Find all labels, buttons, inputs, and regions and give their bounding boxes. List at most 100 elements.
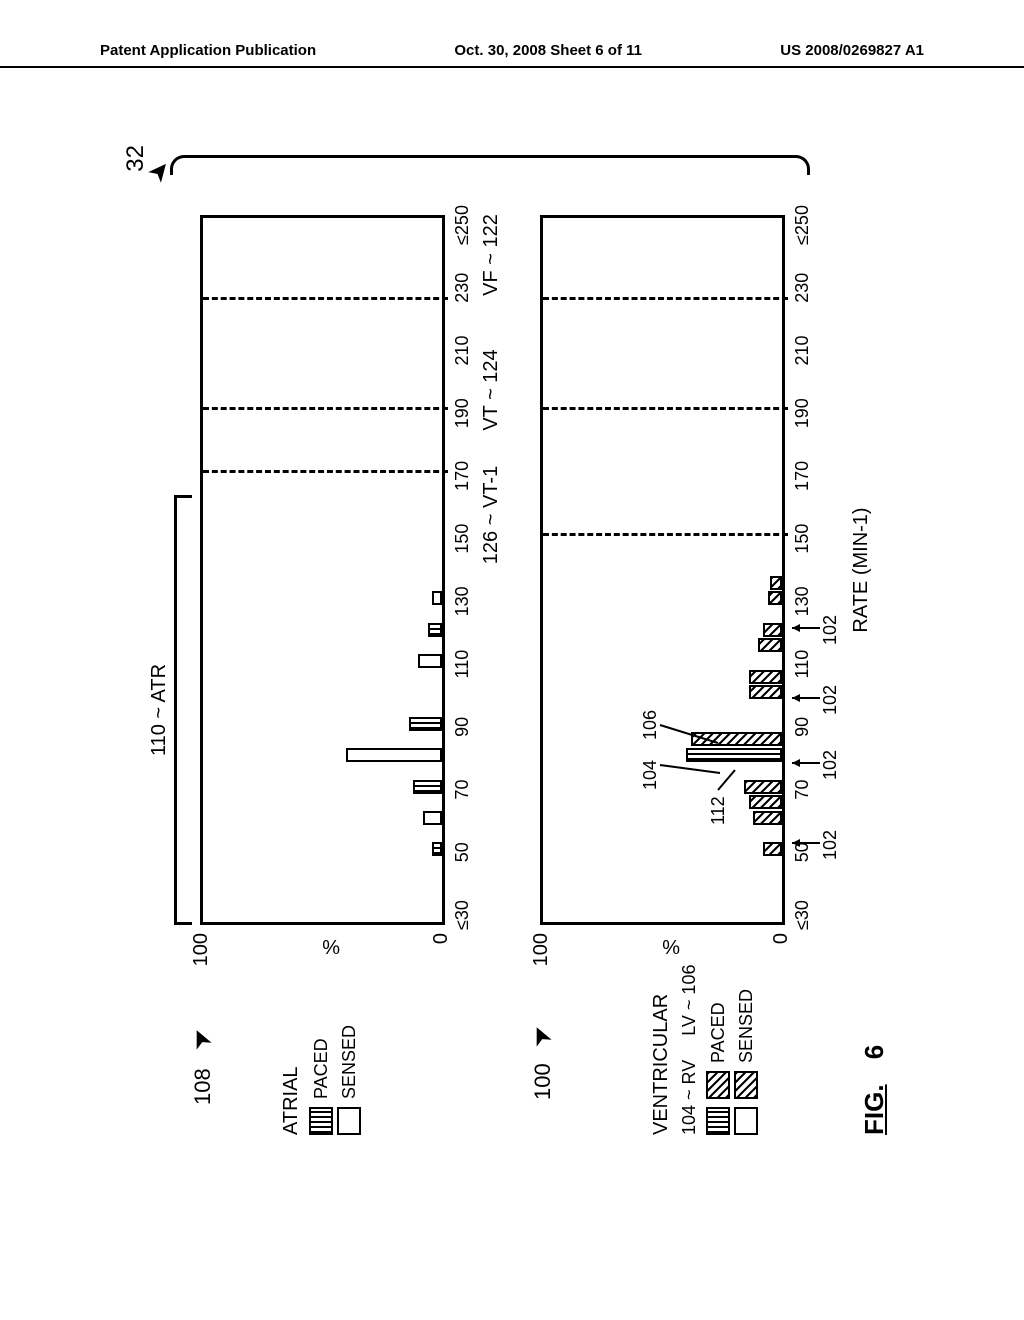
histogram-bar bbox=[428, 623, 442, 637]
callout-vt1: 126 ~ VT-1 bbox=[480, 466, 503, 564]
zone-divider bbox=[543, 533, 788, 536]
callout-rv: 104 ~ RV bbox=[679, 1060, 700, 1135]
ytick: 0 bbox=[770, 933, 793, 983]
header-right: US 2008/0269827 A1 bbox=[780, 42, 924, 59]
legend-ventricular: VENTRICULAR 104 ~ RV LV ~ 106 PACED SENS… bbox=[650, 965, 762, 1135]
xtick: 210 bbox=[452, 335, 473, 365]
callout-100: 100 bbox=[530, 1063, 556, 1100]
histogram-bar bbox=[763, 623, 782, 637]
xtick: ≤30 bbox=[792, 900, 813, 930]
xtick: 230 bbox=[452, 273, 473, 303]
legend-row: SENSED bbox=[734, 965, 758, 1135]
swatch-rv-sensed-icon bbox=[734, 1107, 758, 1135]
histogram-bar bbox=[423, 811, 442, 825]
legend-label: SENSED bbox=[339, 1025, 360, 1099]
histogram-bar bbox=[744, 780, 782, 794]
histogram-bar bbox=[758, 638, 782, 652]
zone-divider bbox=[203, 407, 448, 410]
xtick: ≤30 bbox=[452, 900, 473, 930]
swatch-rv-paced-icon bbox=[706, 1107, 730, 1135]
callout-108: 108 bbox=[190, 1068, 216, 1105]
swatch-lv-sensed-icon bbox=[734, 1071, 758, 1099]
callout-vf: VF ~ 122 bbox=[480, 214, 503, 296]
xtick: 230 bbox=[792, 273, 813, 303]
page-header: Patent Application Publication Oct. 30, … bbox=[0, 38, 1024, 68]
xtick: 110 bbox=[792, 650, 813, 679]
histogram-bar bbox=[432, 842, 442, 856]
xtick: 130 bbox=[792, 586, 813, 616]
callout-102: 102 bbox=[820, 830, 841, 860]
zone-divider bbox=[543, 297, 788, 300]
histogram-bar bbox=[770, 576, 782, 590]
xtick: 110 bbox=[452, 650, 473, 679]
callout-102: 102 bbox=[820, 750, 841, 780]
leader-line-icon bbox=[792, 693, 820, 703]
xtick: 90 bbox=[792, 717, 813, 737]
figure-label: FIG. 6 bbox=[859, 1045, 890, 1135]
figure-label-num: 6 bbox=[859, 1045, 889, 1059]
callout-lv: LV ~ 106 bbox=[679, 965, 700, 1036]
yaxis-label: % bbox=[322, 934, 340, 957]
zone-divider bbox=[543, 407, 788, 410]
atrial-histogram bbox=[200, 215, 445, 925]
legend-row: SENSED bbox=[337, 1025, 361, 1135]
xtick: 150 bbox=[792, 524, 813, 554]
legend-label: PACED bbox=[708, 1002, 729, 1063]
xtick: 70 bbox=[792, 780, 813, 800]
leader-line-icon bbox=[715, 760, 745, 790]
xtick: 170 bbox=[792, 461, 813, 491]
xtick: 150 bbox=[452, 524, 473, 554]
callout-112: 112 bbox=[708, 796, 729, 825]
leader-line-icon bbox=[792, 758, 820, 768]
histogram-bar bbox=[749, 795, 782, 809]
legend-rv-lv: 104 ~ RV LV ~ 106 bbox=[679, 965, 700, 1135]
callout-102: 102 bbox=[820, 615, 841, 645]
swatch-sensed-icon bbox=[337, 1107, 361, 1135]
ytick: 100 bbox=[530, 933, 553, 983]
legend-row: PACED bbox=[706, 965, 730, 1135]
xtick: 50 bbox=[452, 842, 473, 862]
xaxis-label: RATE (MIN-1) bbox=[850, 507, 873, 632]
xtick: 90 bbox=[452, 717, 473, 737]
swatch-lv-paced-icon bbox=[706, 1071, 730, 1099]
figure-label-prefix: FIG. bbox=[859, 1084, 889, 1135]
histogram-bar bbox=[346, 748, 442, 762]
xtick: 130 bbox=[452, 586, 473, 616]
brace-icon bbox=[170, 155, 810, 175]
yaxis-label: % bbox=[662, 934, 680, 957]
callout-102: 102 bbox=[820, 685, 841, 715]
xtick: 170 bbox=[452, 461, 473, 491]
callout-vt: VT ~ 124 bbox=[480, 349, 503, 430]
xtick: 210 bbox=[792, 335, 813, 365]
xtick: 70 bbox=[452, 780, 473, 800]
arrow-icon: ➤ bbox=[182, 1023, 219, 1056]
histogram-bar bbox=[763, 842, 782, 856]
legend-label: PACED bbox=[311, 1038, 332, 1099]
legend-row: PACED bbox=[309, 1025, 333, 1135]
arrow-icon: ➤ bbox=[522, 1020, 559, 1053]
callout-106: 106 bbox=[640, 710, 661, 740]
xtick: 50 bbox=[792, 842, 813, 862]
legend-label: SENSED bbox=[736, 989, 757, 1063]
xtick: ≤250 bbox=[792, 205, 813, 245]
ytick: 0 bbox=[430, 933, 453, 983]
legend-atrial-title: ATRIAL bbox=[280, 1025, 303, 1135]
callout-104: 104 bbox=[640, 760, 661, 790]
zone-divider bbox=[203, 297, 448, 300]
xtick: 190 bbox=[452, 398, 473, 428]
histogram-bar bbox=[749, 685, 782, 699]
header-left: Patent Application Publication bbox=[100, 42, 316, 59]
legend-ventricular-title: VENTRICULAR bbox=[650, 965, 673, 1135]
histogram-bar bbox=[418, 654, 442, 668]
header-mid: Oct. 30, 2008 Sheet 6 of 11 bbox=[454, 42, 642, 59]
zone-divider bbox=[203, 470, 448, 473]
swatch-paced-icon bbox=[309, 1107, 333, 1135]
leader-line-icon bbox=[660, 695, 730, 735]
histogram-bar bbox=[753, 811, 782, 825]
ytick: 100 bbox=[190, 933, 213, 983]
callout-atr: 110 ~ ATR bbox=[148, 664, 171, 756]
figure-6-canvas: FIG. 6 32 ➤ 108 ➤ ATRIAL PACED SENSED 10… bbox=[130, 155, 890, 1135]
figure-6: FIG. 6 32 ➤ 108 ➤ ATRIAL PACED SENSED 10… bbox=[20, 265, 1000, 1025]
histogram-bar bbox=[409, 717, 442, 731]
atr-zone-bracket bbox=[174, 495, 192, 925]
